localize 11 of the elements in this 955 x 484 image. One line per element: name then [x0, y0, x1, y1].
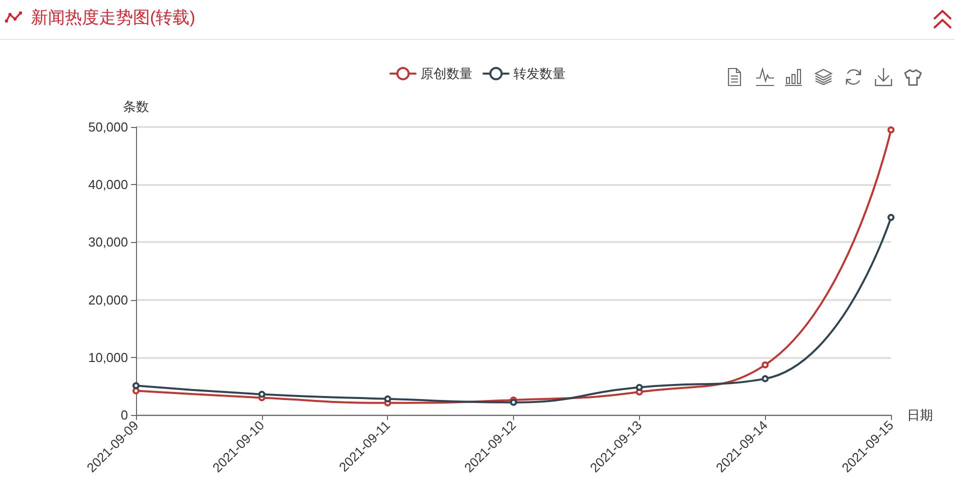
y-tick-label: 0: [120, 408, 128, 422]
x-axis-title: 日期: [907, 408, 933, 422]
legend-label: 原创数量: [420, 66, 472, 82]
legend-label: 转发数量: [514, 66, 566, 82]
y-tick-label: 20,000: [88, 292, 128, 308]
y-tick-label: 30,000: [88, 234, 128, 250]
chart-title: 新闻热度走势图(转载): [31, 7, 196, 29]
y-tick-label: 40,000: [88, 177, 128, 192]
y-axis-title: 条数: [123, 99, 149, 114]
y-tick-label: 10,000: [88, 350, 128, 365]
y-tick-label: 50,000: [88, 120, 128, 134]
